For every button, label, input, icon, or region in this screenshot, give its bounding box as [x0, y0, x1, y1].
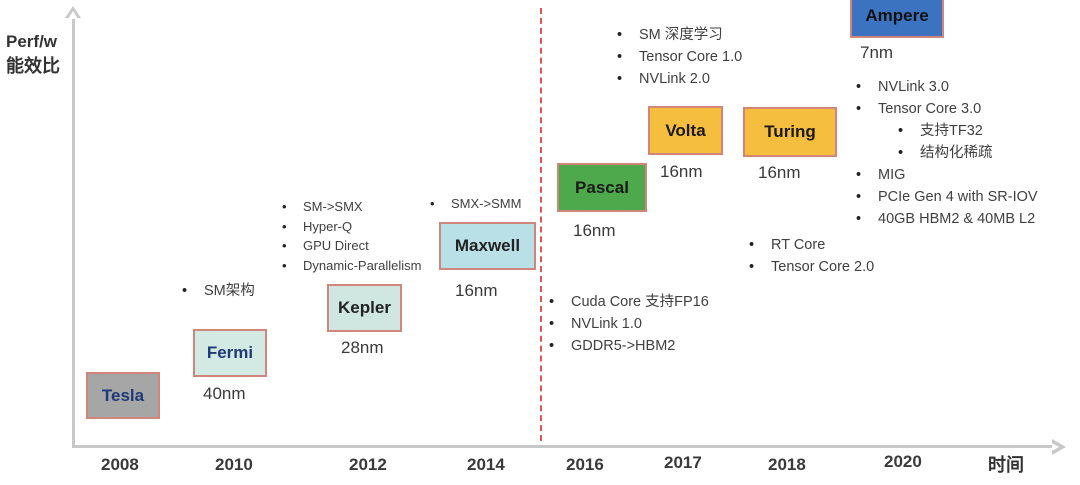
arch-name-kepler: Kepler	[338, 298, 391, 317]
features-maxwell: SMX->SMM	[426, 194, 521, 214]
arch-box-turing: Turing	[743, 107, 837, 157]
arch-box-pascal: Pascal	[557, 163, 647, 212]
feature-item: MIG	[852, 164, 1038, 186]
y-axis-label-en: Perf/w	[6, 32, 58, 51]
era-divider-line	[540, 8, 542, 441]
x-tick-2008: 2008	[101, 455, 139, 474]
arch-box-ampere: Ampere	[850, 0, 944, 38]
arch-name-tesla: Tesla	[101, 385, 145, 405]
feature-subitem: 支持TF32	[852, 120, 1038, 142]
arch-box-kepler: Kepler	[327, 284, 402, 332]
arch-box-fermi: Fermi	[193, 329, 267, 377]
x-tick-2016: 2016	[566, 455, 604, 474]
feature-item: Hyper-Q	[278, 217, 421, 237]
process-turing: 16nm	[758, 163, 801, 182]
y-axis-arrow-inner	[68, 11, 78, 19]
feature-item: PCIe Gen 4 with SR-IOV	[852, 186, 1038, 208]
y-axis-label: Perf/w 能效比	[6, 30, 60, 78]
feature-item: RT Core	[745, 234, 874, 256]
x-tick-2010: 2010	[215, 455, 253, 474]
features-turing: RT Core Tensor Core 2.0	[745, 234, 874, 278]
arch-box-volta: Volta	[648, 106, 723, 155]
process-maxwell: 16nm	[455, 281, 498, 300]
process-pascal: 16nm	[573, 221, 616, 240]
feature-item: Tensor Core 3.0	[852, 98, 1038, 120]
arch-name-ampere: Ampere	[865, 6, 929, 25]
feature-item: NVLink 1.0	[545, 313, 709, 335]
x-axis-arrow-inner	[1052, 443, 1059, 451]
arch-name-turing: Turing	[764, 122, 816, 141]
feature-item: Cuda Core 支持FP16	[545, 291, 709, 313]
x-tick-2018: 2018	[768, 455, 806, 474]
x-axis-line	[72, 445, 1057, 448]
feature-item: SM->SMX	[278, 197, 421, 217]
features-fermi: SM架构	[178, 280, 255, 302]
process-kepler: 28nm	[341, 338, 384, 357]
features-kepler: SM->SMX Hyper-Q GPU Direct Dynamic-Paral…	[278, 197, 421, 275]
x-tick-2017: 2017	[664, 453, 702, 472]
arch-box-maxwell: Maxwell	[439, 222, 536, 270]
feature-item: 40GB HBM2 & 40MB L2	[852, 208, 1038, 230]
feature-item: Tensor Core 1.0	[613, 46, 742, 68]
feature-item: NVLink 2.0	[613, 68, 742, 90]
y-axis-line	[72, 14, 75, 447]
process-ampere: 7nm	[860, 43, 894, 62]
feature-item: GDDR5->HBM2	[545, 335, 709, 357]
feature-item: SM 深度学习	[613, 24, 742, 46]
feature-item: Tensor Core 2.0	[745, 256, 874, 278]
x-tick-2012: 2012	[349, 455, 387, 474]
arch-name-maxwell: Maxwell	[454, 236, 521, 255]
arch-name-pascal: Pascal	[575, 177, 629, 197]
x-tick-2020: 2020	[884, 452, 922, 471]
x-tick-2014: 2014	[467, 455, 505, 474]
features-volta: SM 深度学习 Tensor Core 1.0 NVLink 2.0	[613, 24, 742, 90]
arch-name-fermi: Fermi	[206, 343, 254, 362]
arch-box-tesla: Tesla	[86, 372, 160, 419]
feature-item: SMX->SMM	[426, 194, 521, 214]
x-axis-label: 时间	[988, 455, 1024, 475]
feature-item: GPU Direct	[278, 236, 421, 256]
process-volta: 16nm	[660, 162, 703, 181]
feature-item: NVLink 3.0	[852, 76, 1038, 98]
features-pascal: Cuda Core 支持FP16 NVLink 1.0 GDDR5->HBM2	[545, 291, 709, 357]
feature-item: SM架构	[178, 280, 255, 302]
y-axis-label-cn: 能效比	[6, 56, 60, 76]
process-fermi: 40nm	[203, 384, 246, 403]
feature-subitem: 结构化稀疏	[852, 142, 1038, 164]
feature-item: Dynamic-Parallelism	[278, 256, 421, 276]
arch-name-volta: Volta	[665, 120, 706, 140]
features-ampere: NVLink 3.0 Tensor Core 3.0 支持TF32 结构化稀疏 …	[852, 76, 1038, 230]
